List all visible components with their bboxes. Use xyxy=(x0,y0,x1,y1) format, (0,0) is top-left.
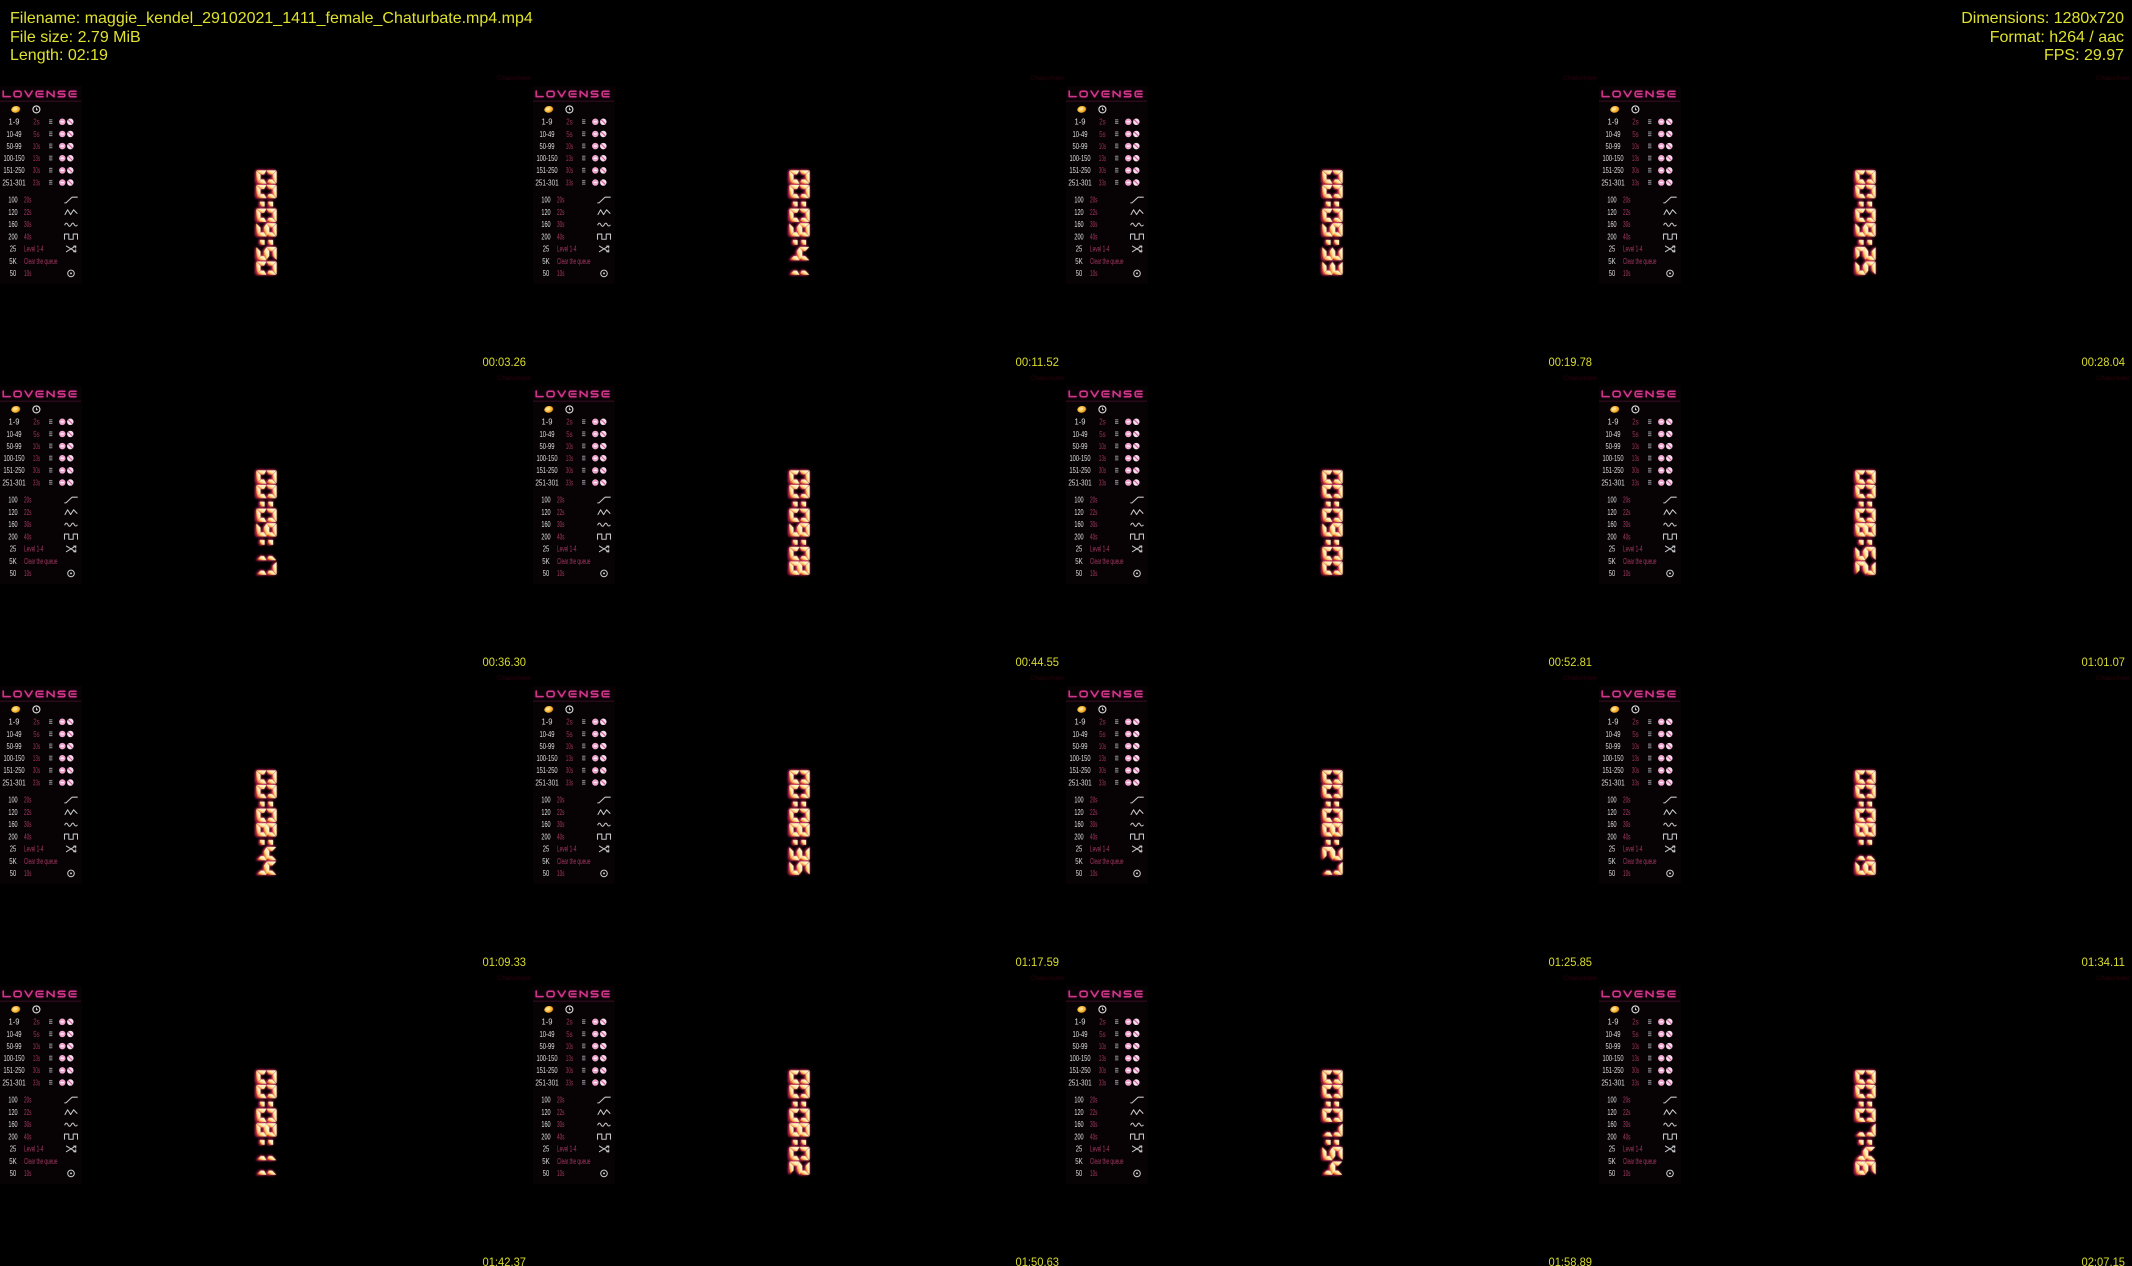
svg-text:01:58.89: 01:58.89 xyxy=(1549,1255,1593,1266)
svg-text:01:25.85: 01:25.85 xyxy=(1549,955,1593,969)
svg-text:02:07.15: 02:07.15 xyxy=(2082,1255,2126,1266)
svg-text:01:34.11: 01:34.11 xyxy=(2082,955,2126,969)
svg-text:01:09.33: 01:09.33 xyxy=(483,955,527,969)
svg-text:00:19.78: 00:19.78 xyxy=(1549,355,1593,369)
svg-text:00:36.30: 00:36.30 xyxy=(483,655,527,669)
svg-text:00:03.26: 00:03.26 xyxy=(483,355,527,369)
svg-text:01:01.07: 01:01.07 xyxy=(2082,655,2126,669)
svg-text:01:17.59: 01:17.59 xyxy=(1016,955,1060,969)
svg-text:00:44.55: 00:44.55 xyxy=(1016,655,1060,669)
svg-text:01:50.63: 01:50.63 xyxy=(1016,1255,1060,1266)
svg-text:00:11.52: 00:11.52 xyxy=(1016,355,1060,369)
svg-text:00:28.04: 00:28.04 xyxy=(2082,355,2126,369)
svg-text:00:52.81: 00:52.81 xyxy=(1549,655,1593,669)
svg-text:01:42.37: 01:42.37 xyxy=(483,1255,527,1266)
